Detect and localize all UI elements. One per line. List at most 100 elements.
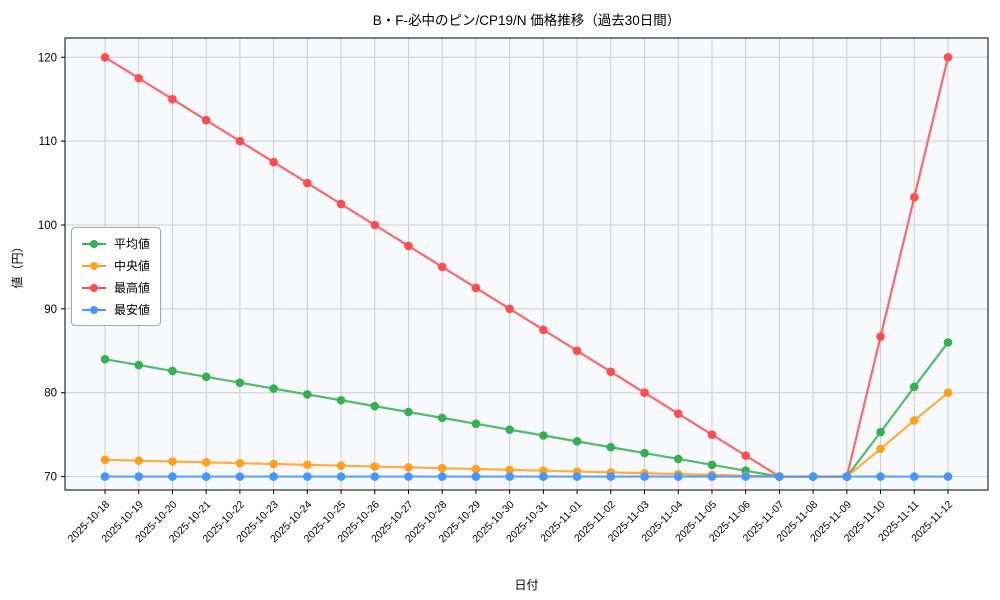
data-point	[539, 472, 548, 481]
data-point	[235, 472, 245, 481]
data-point	[572, 472, 582, 481]
plot-area	[65, 38, 988, 490]
data-point	[134, 456, 144, 465]
legend-label: 中央値	[114, 259, 151, 273]
data-point	[606, 442, 616, 452]
legend-marker-icon	[82, 239, 106, 248]
data-point	[741, 451, 750, 460]
data-point	[100, 354, 110, 364]
data-point	[876, 332, 885, 341]
data-point	[943, 472, 953, 481]
data-point	[775, 472, 784, 481]
data-point	[505, 425, 514, 434]
data-point	[471, 472, 481, 481]
plot-border	[64, 37, 989, 491]
legend-item-平均値: 平均値	[81, 235, 150, 252]
data-point	[168, 366, 177, 376]
data-point	[640, 388, 649, 398]
data-point	[707, 460, 717, 470]
data-point	[235, 458, 245, 468]
data-point	[673, 454, 683, 464]
data-point	[336, 199, 346, 209]
y-axis-label: 値（円）	[10, 240, 25, 289]
legend-label: 最高値	[114, 281, 151, 295]
x-axis-label: 日付	[514, 578, 539, 592]
data-point	[336, 395, 346, 405]
data-point	[876, 427, 885, 437]
data-point	[640, 472, 649, 481]
data-point	[269, 384, 278, 393]
chart-title: B・F-必中のピン/CP19/N 価格推移（過去30日間）	[372, 13, 681, 28]
data-point	[100, 52, 110, 62]
data-point	[168, 94, 177, 104]
legend-item-最高値: 最高値	[81, 279, 150, 296]
data-point	[539, 431, 548, 440]
data-point	[943, 338, 953, 347]
data-point	[168, 472, 177, 481]
data-point	[201, 472, 211, 481]
data-point	[404, 407, 413, 417]
legend-marker-icon	[82, 261, 106, 270]
data-point	[572, 346, 582, 356]
data-point	[505, 304, 514, 314]
data-point	[336, 472, 346, 481]
y-tick-label: 70	[44, 472, 57, 484]
data-point	[539, 325, 548, 335]
data-point	[909, 472, 919, 481]
y-tick-label: 90	[44, 304, 57, 316]
y-tick-label: 120	[38, 52, 57, 64]
data-point	[640, 448, 649, 458]
data-point	[471, 419, 481, 429]
data-point	[370, 462, 380, 471]
legend-label: 平均値	[114, 237, 151, 251]
data-point	[303, 178, 312, 188]
data-point	[201, 115, 211, 125]
legend-marker-icon	[82, 305, 106, 314]
data-point	[876, 472, 885, 481]
data-point	[370, 401, 380, 411]
data-point	[134, 472, 144, 481]
data-point	[437, 463, 447, 473]
y-tick-label: 80	[44, 388, 57, 400]
data-point	[303, 472, 312, 481]
data-point	[876, 444, 885, 454]
data-point	[437, 262, 447, 272]
data-point	[505, 465, 514, 475]
legend-label: 最安値	[114, 303, 151, 317]
data-point	[505, 472, 514, 481]
data-point	[572, 437, 582, 446]
y-tick-label: 100	[38, 220, 57, 232]
data-point	[201, 372, 211, 382]
data-point	[269, 459, 278, 469]
data-point	[269, 157, 278, 167]
data-point	[370, 472, 380, 481]
data-point	[606, 367, 616, 377]
data-point	[404, 472, 413, 481]
data-point	[336, 461, 346, 470]
data-point	[134, 360, 144, 370]
data-point	[673, 409, 683, 418]
data-point	[707, 430, 717, 439]
data-point	[404, 241, 413, 251]
y-tick-label: 110	[39, 136, 57, 148]
data-point	[235, 136, 245, 146]
data-point	[269, 472, 278, 481]
data-point	[303, 390, 312, 399]
data-point	[943, 388, 953, 398]
data-point	[100, 455, 110, 465]
legend-marker-icon	[82, 283, 106, 292]
data-point	[673, 472, 683, 481]
data-point	[741, 472, 750, 481]
data-point	[235, 378, 245, 387]
legend-item-最安値: 最安値	[81, 301, 150, 318]
data-point	[471, 283, 481, 293]
data-point	[404, 463, 413, 472]
data-point	[370, 220, 380, 230]
data-point	[606, 472, 616, 481]
data-point	[134, 73, 144, 83]
data-point	[471, 464, 481, 474]
data-point	[168, 457, 177, 466]
data-point	[201, 458, 211, 467]
data-point	[437, 472, 447, 481]
